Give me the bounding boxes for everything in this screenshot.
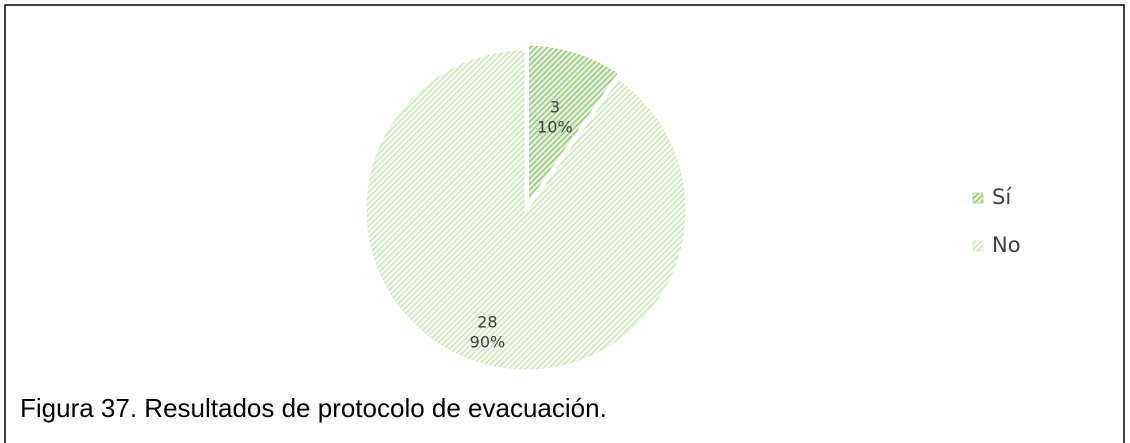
slice-percent-label: 10%: [537, 117, 573, 136]
frame: [4, 4, 1125, 443]
caption: Figura 37. Resultados de protocolo de ev…: [20, 393, 607, 423]
legend-label: No: [992, 233, 1021, 257]
legend-swatch: [972, 192, 984, 204]
pie-slice: [363, 47, 689, 373]
legend-swatch: [972, 240, 984, 252]
legend-label: Sí: [992, 185, 1012, 209]
slice-value-label: 3: [550, 97, 560, 116]
pie-slice: [525, 42, 622, 211]
slice-value-label: 28: [477, 312, 497, 331]
slice-percent-label: 90%: [470, 332, 506, 351]
